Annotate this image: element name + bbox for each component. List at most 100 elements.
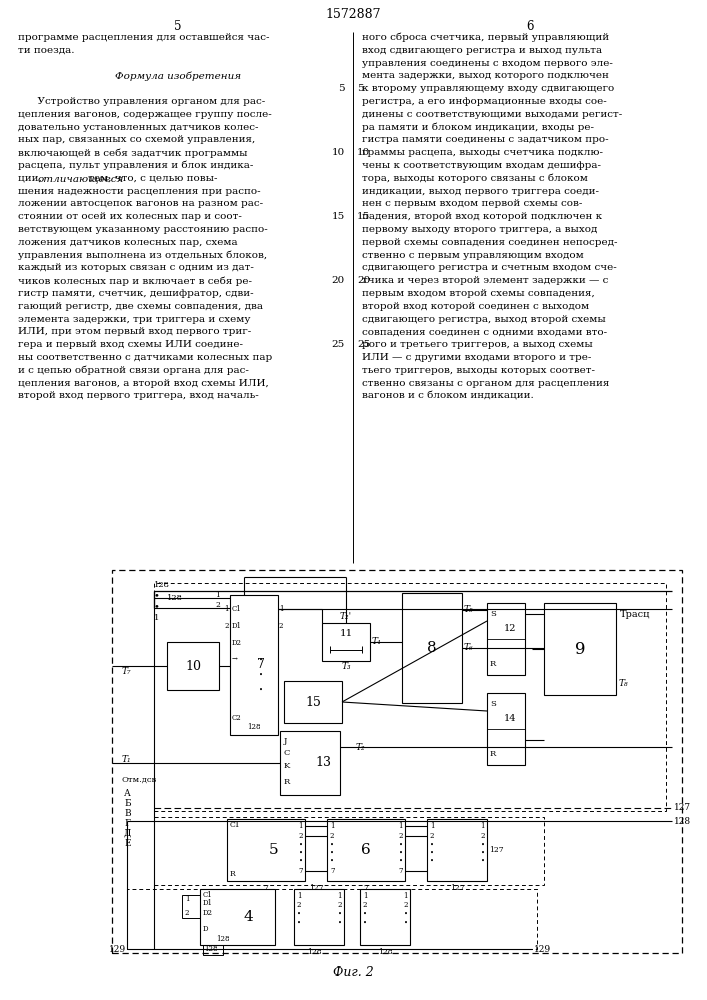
Text: индикации, выход первого триггера соеди-: индикации, выход первого триггера соеди- bbox=[362, 187, 599, 196]
Text: 128: 128 bbox=[378, 948, 392, 956]
Text: 127: 127 bbox=[489, 846, 503, 854]
Text: •: • bbox=[330, 857, 334, 865]
Text: 1: 1 bbox=[481, 822, 485, 830]
Text: •: • bbox=[338, 919, 342, 927]
Text: •: • bbox=[299, 857, 303, 865]
Text: •: • bbox=[430, 841, 434, 849]
Text: 7: 7 bbox=[257, 658, 265, 672]
Bar bbox=[427, 819, 487, 881]
Text: ра памяти и блоком индикации, входы ре-: ра памяти и блоком индикации, входы ре- bbox=[362, 123, 594, 132]
Text: чены к соответствующим входам дешифра-: чены к соответствующим входам дешифра- bbox=[362, 161, 601, 170]
Text: каждый из которых связан с одним из дат-: каждый из которых связан с одним из дат- bbox=[18, 263, 254, 272]
Bar bbox=[227, 819, 305, 881]
Text: •: • bbox=[299, 849, 303, 857]
Text: Формула изобретения: Формула изобретения bbox=[115, 71, 241, 81]
Text: 1: 1 bbox=[399, 822, 403, 830]
Text: 128: 128 bbox=[154, 581, 170, 589]
Text: T₆: T₆ bbox=[464, 644, 474, 652]
Text: 2: 2 bbox=[185, 909, 189, 917]
Text: •: • bbox=[399, 841, 403, 849]
Text: T₄: T₄ bbox=[372, 638, 382, 647]
Text: В: В bbox=[124, 808, 131, 818]
Text: расцепа, пульт управления и блок индика-: расцепа, пульт управления и блок индика- bbox=[18, 161, 253, 170]
Text: ложения датчиков колесных пар, схема: ложения датчиков колесных пар, схема bbox=[18, 238, 238, 247]
Text: цепления вагонов, содержащее группу после-: цепления вагонов, содержащее группу посл… bbox=[18, 110, 271, 119]
Bar bbox=[360, 889, 410, 945]
Text: D2: D2 bbox=[203, 909, 213, 917]
Text: нен с первым входом первой схемы сов-: нен с первым входом первой схемы сов- bbox=[362, 199, 583, 208]
Text: 15: 15 bbox=[357, 212, 370, 221]
Text: 4: 4 bbox=[244, 910, 254, 924]
Text: •: • bbox=[330, 849, 334, 857]
Text: 12: 12 bbox=[503, 624, 516, 633]
Text: C1: C1 bbox=[230, 821, 240, 829]
Text: •: • bbox=[154, 602, 160, 611]
Text: 2: 2 bbox=[279, 622, 284, 630]
Text: Фиг. 2: Фиг. 2 bbox=[332, 966, 373, 978]
Text: 10: 10 bbox=[332, 148, 345, 157]
Text: 1: 1 bbox=[404, 892, 408, 900]
Text: C: C bbox=[284, 749, 291, 757]
Text: Устройство управления органом для рас-: Устройство управления органом для рас- bbox=[18, 97, 265, 106]
Text: и с цепью обратной связи органа для рас-: и с цепью обратной связи органа для рас- bbox=[18, 366, 249, 375]
Text: 127: 127 bbox=[310, 884, 324, 892]
Text: 10: 10 bbox=[185, 660, 201, 672]
Text: вагонов и с блоком индикации.: вагонов и с блоком индикации. bbox=[362, 391, 534, 400]
Text: R: R bbox=[284, 778, 291, 786]
Text: ных пар, связанных со схемой управления,: ных пар, связанных со схемой управления, bbox=[18, 135, 255, 144]
Bar bbox=[230, 595, 278, 735]
Text: динены с соответствующими выходами регист-: динены с соответствующими выходами регис… bbox=[362, 110, 622, 119]
Bar bbox=[127, 889, 537, 949]
Text: R: R bbox=[490, 750, 496, 758]
Bar bbox=[487, 603, 525, 675]
Text: регистра, а его информационные входы сое-: регистра, а его информационные входы сое… bbox=[362, 97, 607, 106]
Text: А: А bbox=[124, 788, 131, 798]
Text: T₈: T₈ bbox=[619, 679, 629, 688]
Text: •: • bbox=[404, 919, 408, 927]
Bar bbox=[544, 603, 616, 695]
Text: 15: 15 bbox=[305, 696, 321, 708]
Text: тора, выходы которого связаны с блоком: тора, выходы которого связаны с блоком bbox=[362, 174, 588, 183]
Text: D2: D2 bbox=[232, 639, 242, 647]
Text: 128: 128 bbox=[216, 935, 229, 943]
Text: первому выходу второго триггера, а выход: первому выходу второго триггера, а выход bbox=[362, 225, 597, 234]
Text: 1: 1 bbox=[225, 605, 229, 613]
Text: стоянии от осей их колесных пар и соот-: стоянии от осей их колесных пар и соот- bbox=[18, 212, 242, 221]
Text: S: S bbox=[490, 700, 496, 708]
Text: падения, второй вход которой подключен к: падения, второй вход которой подключен к bbox=[362, 212, 602, 221]
Text: 6: 6 bbox=[526, 20, 534, 33]
Text: тем, что, с целью повы-: тем, что, с целью повы- bbox=[85, 174, 217, 183]
Bar bbox=[182, 895, 200, 918]
Text: 2: 2 bbox=[363, 901, 368, 909]
Text: управления соединены с входом первого эле-: управления соединены с входом первого эл… bbox=[362, 59, 613, 68]
Text: второй вход первого триггера, вход началь-: второй вход первого триггера, вход начал… bbox=[18, 391, 259, 400]
Text: 1: 1 bbox=[330, 822, 334, 830]
Text: первой схемы совпадения соединен непосред-: первой схемы совпадения соединен непосре… bbox=[362, 238, 617, 247]
Text: 128: 128 bbox=[307, 948, 321, 956]
Text: гера и первый вход схемы ИЛИ соедине-: гера и первый вход схемы ИЛИ соедине- bbox=[18, 340, 243, 349]
Text: 11: 11 bbox=[339, 629, 353, 638]
Text: 129: 129 bbox=[109, 944, 126, 954]
Text: 8: 8 bbox=[427, 641, 437, 655]
Text: •: • bbox=[399, 849, 403, 857]
Text: 10: 10 bbox=[357, 148, 370, 157]
Text: 5: 5 bbox=[269, 843, 279, 857]
Text: отличающееся: отличающееся bbox=[37, 174, 124, 183]
Text: ственно с первым управляющим входом: ственно с первым управляющим входом bbox=[362, 251, 584, 260]
Text: •: • bbox=[363, 910, 367, 918]
Text: цепления вагонов, а второй вход схемы ИЛИ,: цепления вагонов, а второй вход схемы ИЛ… bbox=[18, 379, 269, 388]
Text: гающий регистр, две схемы совпадения, два: гающий регистр, две схемы совпадения, дв… bbox=[18, 302, 263, 311]
Text: K: K bbox=[284, 762, 291, 770]
Bar bbox=[154, 583, 666, 811]
Text: 1: 1 bbox=[279, 605, 284, 613]
Text: 128: 128 bbox=[204, 945, 218, 953]
Text: ции,: ции, bbox=[18, 174, 45, 183]
Text: включающей в себя задатчик программы: включающей в себя задатчик программы bbox=[18, 148, 247, 158]
Text: 128: 128 bbox=[674, 816, 691, 826]
Text: •: • bbox=[259, 686, 263, 694]
Text: ложении автосцепок вагонов на разном рас-: ложении автосцепок вагонов на разном рас… bbox=[18, 199, 263, 208]
Text: рого и третьего триггеров, а выход схемы: рого и третьего триггеров, а выход схемы bbox=[362, 340, 592, 349]
Text: 25: 25 bbox=[332, 340, 345, 349]
Text: 1: 1 bbox=[363, 892, 368, 900]
Text: 5: 5 bbox=[174, 20, 182, 33]
